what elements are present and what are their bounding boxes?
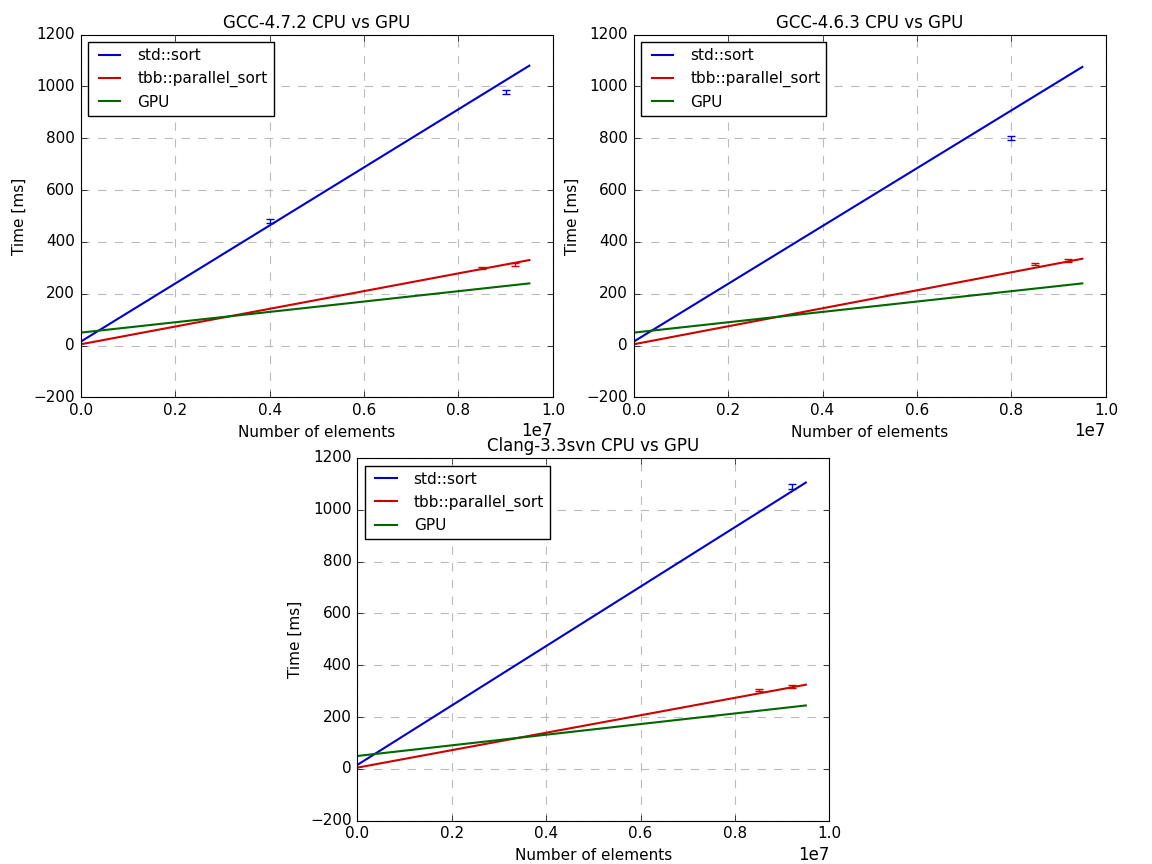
X-axis label: Number of elements: Number of elements <box>238 425 395 440</box>
Title: GCC-4.6.3 CPU vs GPU: GCC-4.6.3 CPU vs GPU <box>776 14 963 32</box>
Legend: std::sort, tbb::parallel_sort, GPU: std::sort, tbb::parallel_sort, GPU <box>89 42 273 116</box>
Y-axis label: Time [ms]: Time [ms] <box>288 600 303 678</box>
Legend: std::sort, tbb::parallel_sort, GPU: std::sort, tbb::parallel_sort, GPU <box>642 42 826 116</box>
X-axis label: Number of elements: Number of elements <box>515 848 672 863</box>
Legend: std::sort, tbb::parallel_sort, GPU: std::sort, tbb::parallel_sort, GPU <box>365 466 550 539</box>
Y-axis label: Time [ms]: Time [ms] <box>12 177 26 255</box>
X-axis label: Number of elements: Number of elements <box>791 425 948 440</box>
Title: GCC-4.7.2 CPU vs GPU: GCC-4.7.2 CPU vs GPU <box>223 14 410 32</box>
Title: Clang-3.3svn CPU vs GPU: Clang-3.3svn CPU vs GPU <box>487 437 699 455</box>
Y-axis label: Time [ms]: Time [ms] <box>564 177 579 255</box>
